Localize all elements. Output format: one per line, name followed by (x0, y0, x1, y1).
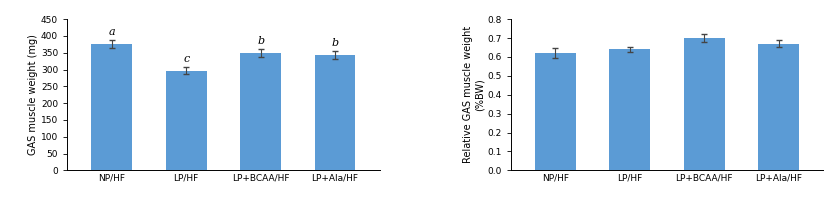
Bar (759, 44, 799, 170)
Bar (314, 55, 355, 170)
Bar (240, 53, 281, 170)
Bar (684, 38, 725, 170)
Bar (92, 44, 132, 170)
Bar (535, 53, 576, 170)
Bar (609, 49, 650, 170)
Y-axis label: GAS muscle weight (mg): GAS muscle weight (mg) (29, 34, 38, 155)
Text: b: b (257, 36, 264, 46)
Bar (165, 71, 207, 170)
Text: c: c (183, 54, 189, 64)
Text: a: a (108, 27, 115, 37)
Y-axis label: Relative GAS muscle weight
(%BW): Relative GAS muscle weight (%BW) (463, 26, 485, 163)
Text: b: b (332, 38, 339, 48)
